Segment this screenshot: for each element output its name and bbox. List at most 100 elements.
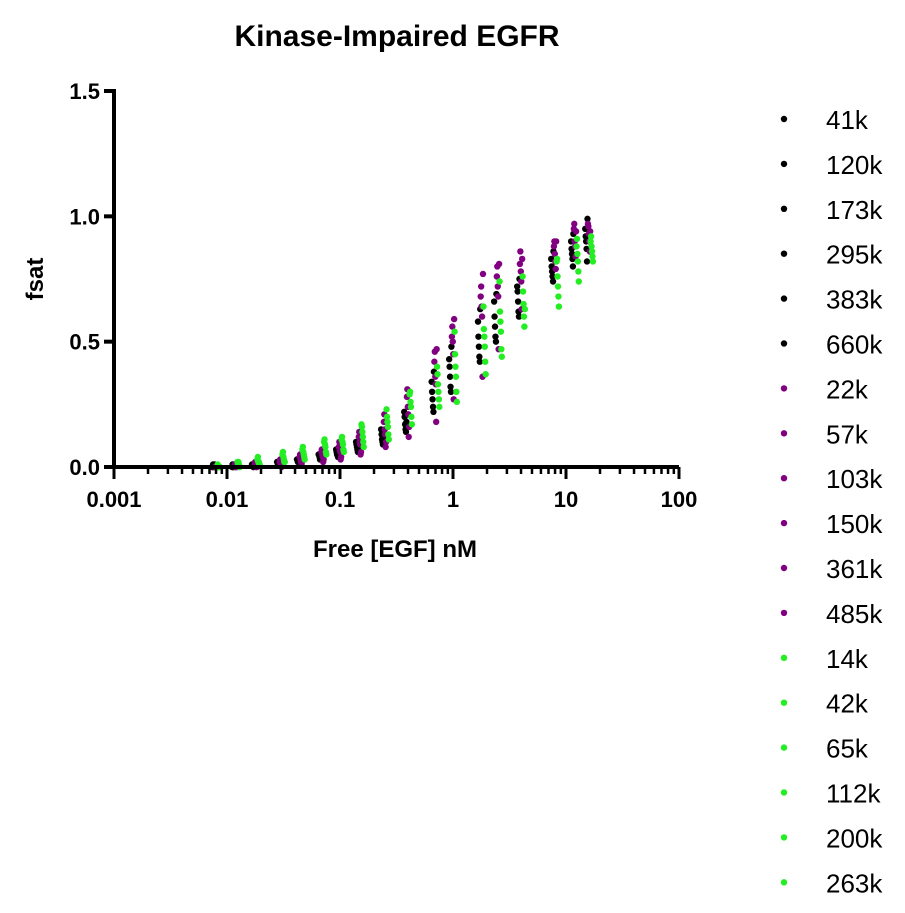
legend-marker — [781, 161, 787, 167]
data-point — [480, 303, 486, 309]
data-point — [521, 323, 527, 329]
data-point — [493, 338, 499, 344]
data-point — [482, 359, 488, 365]
data-point — [492, 323, 498, 329]
data-point — [429, 396, 435, 402]
data-point — [495, 293, 501, 299]
data-point — [575, 268, 581, 274]
legend-marker — [781, 789, 787, 795]
data-point — [522, 306, 528, 312]
data-point — [341, 449, 347, 455]
legend-marker — [781, 700, 787, 706]
data-point — [478, 293, 484, 299]
data-point — [433, 346, 439, 352]
legend-marker — [781, 206, 787, 212]
legend-marker — [781, 520, 787, 526]
data-point — [451, 316, 457, 322]
y-tick-label: 1.0 — [69, 204, 100, 229]
data-point — [452, 364, 458, 370]
legend-marker — [781, 251, 787, 257]
x-tick-label: 0.001 — [86, 487, 141, 512]
data-point — [361, 444, 367, 450]
legend-label: 383k — [826, 285, 883, 315]
data-point — [571, 221, 577, 227]
data-point — [499, 354, 505, 360]
data-point — [550, 278, 556, 284]
data-point — [429, 389, 435, 395]
data-point — [491, 313, 497, 319]
data-point — [517, 248, 523, 254]
legend-label: 112k — [826, 779, 881, 809]
legend-label: 120k — [826, 150, 883, 180]
legend: 41k120k173k295k383k660k22k57k103k150k361… — [781, 105, 884, 898]
data-point — [453, 374, 459, 380]
data-point — [570, 263, 576, 269]
data-point — [408, 404, 414, 410]
data-point — [452, 351, 458, 357]
data-point — [435, 381, 441, 387]
legend-label: 65k — [826, 734, 869, 764]
legend-label: 485k — [826, 599, 883, 629]
x-tick-label: 100 — [661, 487, 698, 512]
y-tick-label: 0.5 — [69, 330, 100, 355]
data-point — [497, 308, 503, 314]
data-point — [433, 419, 439, 425]
legend-label: 173k — [826, 195, 883, 225]
legend-label: 263k — [826, 868, 883, 898]
data-point — [556, 303, 562, 309]
data-point — [385, 424, 391, 430]
data-point — [496, 278, 502, 284]
legend-marker — [781, 475, 787, 481]
data-point — [409, 421, 415, 427]
legend-marker — [781, 430, 787, 436]
legend-label: 57k — [826, 419, 869, 449]
data-point — [282, 459, 288, 465]
legend-marker — [781, 879, 787, 885]
data-point — [446, 356, 452, 362]
data-point — [475, 318, 481, 324]
data-point — [491, 298, 497, 304]
data-point — [407, 389, 413, 395]
legend-marker — [781, 340, 787, 346]
data-point — [496, 261, 502, 267]
data-point — [584, 258, 590, 264]
data-point — [436, 404, 442, 410]
data-point — [478, 283, 484, 289]
data-point — [301, 456, 307, 462]
legend-label: 42k — [826, 689, 869, 719]
data-point — [482, 371, 488, 377]
data-point — [434, 371, 440, 377]
data-point — [521, 313, 527, 319]
x-tick-label: 1 — [447, 487, 459, 512]
data-point — [574, 236, 580, 242]
legend-marker — [781, 116, 787, 122]
data-point — [553, 266, 559, 272]
x-tick-label: 0.01 — [206, 487, 249, 512]
data-point — [590, 258, 596, 264]
legend-label: 660k — [826, 330, 883, 360]
data-points — [209, 216, 596, 471]
data-point — [555, 283, 561, 289]
data-point — [588, 233, 594, 239]
y-tick-label: 0.0 — [69, 455, 100, 480]
data-point — [554, 256, 560, 262]
legend-label: 41k — [826, 105, 869, 135]
legend-label: 200k — [826, 823, 883, 853]
data-point — [447, 374, 453, 380]
data-point — [520, 288, 526, 294]
data-point — [446, 364, 452, 370]
data-point — [519, 273, 525, 279]
plot-area: 0.00.51.01.50.001 0.01 0.1 1 10 100 — [69, 79, 697, 512]
data-point — [497, 318, 503, 324]
data-point — [576, 278, 582, 284]
legend-label: 150k — [826, 509, 883, 539]
data-point — [555, 293, 561, 299]
x-tick-label: 0.1 — [325, 487, 356, 512]
data-point — [435, 389, 441, 395]
data-point — [573, 243, 579, 249]
x-tick-label: 10 — [554, 487, 578, 512]
legend-marker — [781, 655, 787, 661]
data-point — [450, 338, 456, 344]
data-point — [498, 328, 504, 334]
